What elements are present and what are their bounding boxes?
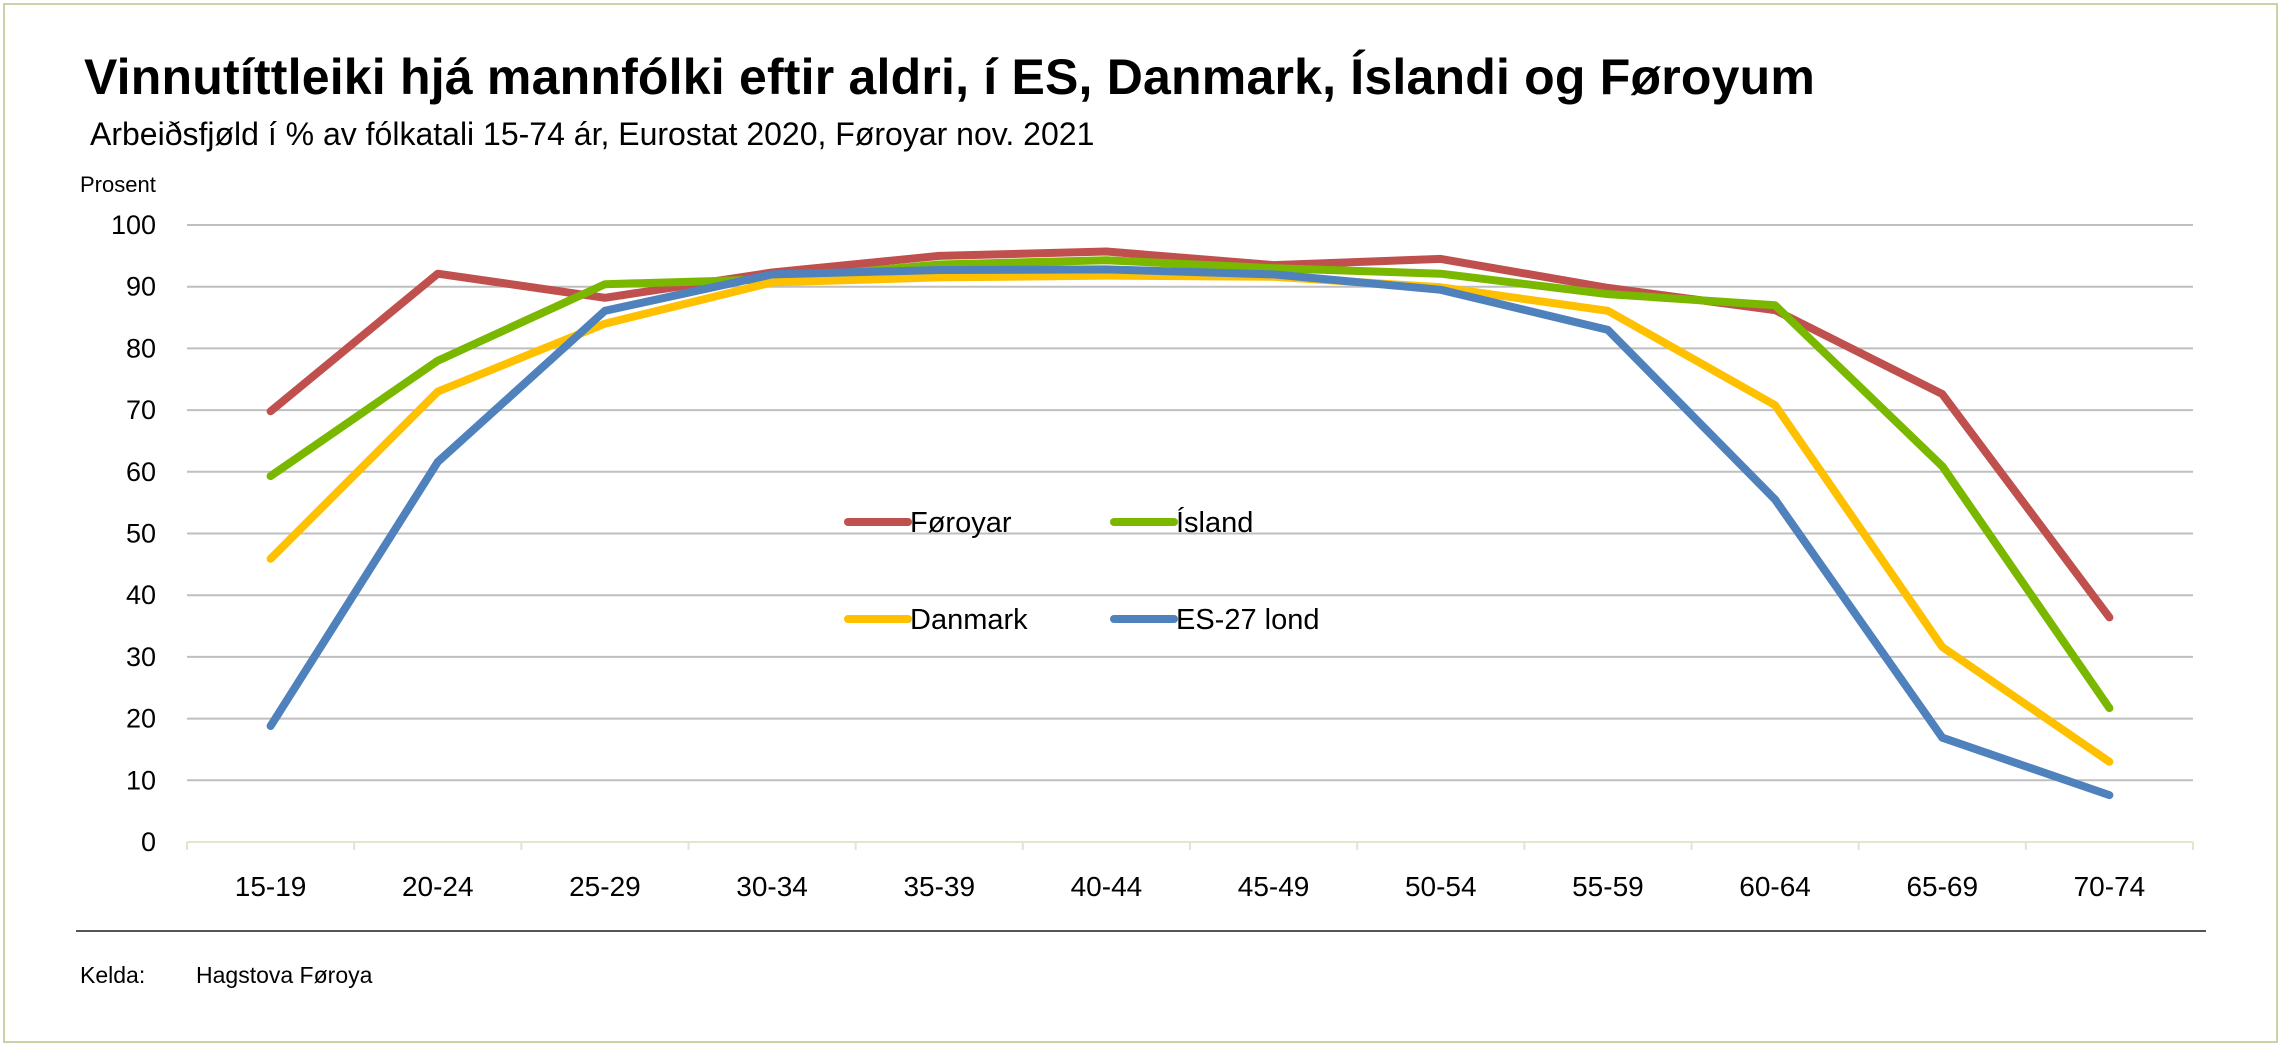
series-lines: [266, 247, 2114, 800]
axes: 0 10 20 30 40 50 60 70 80 90 100 15-19 20-24 25-29 30-…: [111, 210, 2194, 902]
legend-label: ES-27 lond: [1176, 604, 1320, 636]
source-label: Kelda:: [80, 962, 146, 988]
x-tick-label: 65-69: [1906, 871, 1978, 902]
chart-frame: [3, 3, 2278, 1043]
y-tick-label: 10: [126, 765, 156, 795]
legend-item: Ísland: [1110, 506, 1253, 539]
source-value: Hagstova Føroya: [196, 962, 373, 988]
y-axis-unit-label: Prosent: [80, 172, 156, 197]
x-tick-label: 45-49: [1238, 871, 1310, 902]
x-tick-label: 60-64: [1739, 871, 1811, 902]
footer-divider: [76, 930, 2206, 932]
x-tick-label: 35-39: [903, 871, 975, 902]
y-tick-label: 0: [141, 827, 156, 857]
y-tick-label: 40: [126, 580, 156, 610]
y-tick-label: 70: [126, 395, 156, 425]
legend-label: Danmark: [910, 604, 1028, 636]
gridlines: [187, 224, 2193, 782]
series-line-Ísland: [266, 256, 2114, 713]
y-tick-label: 50: [126, 519, 156, 549]
series-line-Føroyar: [266, 247, 2114, 622]
y-tick-label: 60: [126, 457, 156, 487]
x-tick-label: 20-24: [402, 871, 474, 902]
y-tick-label: 90: [126, 272, 156, 302]
x-tick-label: 55-59: [1572, 871, 1644, 902]
x-tick-label: 70-74: [2074, 871, 2146, 902]
y-tick-label: 30: [126, 642, 156, 672]
y-tick-label: 100: [111, 210, 156, 240]
x-tick-label: 30-34: [736, 871, 808, 902]
legend-item: ES-27 lond: [1110, 604, 1320, 636]
x-tick-label: 25-29: [569, 871, 641, 902]
x-tick-label: 40-44: [1071, 871, 1143, 902]
y-tick-label: 20: [126, 704, 156, 734]
legend: Føroyar Ísland Danmark ES-27 lond: [844, 506, 1320, 636]
y-tick-label: 80: [126, 333, 156, 363]
series-line-ES-27 lond: [266, 265, 2114, 800]
x-tick-label: 50-54: [1405, 871, 1477, 902]
x-tick-label: 15-19: [235, 871, 307, 902]
legend-label: Føroyar: [910, 507, 1012, 539]
legend-item: Føroyar: [844, 507, 1012, 539]
legend-item: Danmark: [844, 604, 1028, 636]
legend-label: Ísland: [1176, 506, 1253, 539]
chart-title: Vinnutíttleiki hjá mannfólki eftir aldri…: [84, 49, 1816, 105]
chart-subtitle: Arbeiðsfjøld í % av fólkatali 15-74 ár, …: [90, 116, 1095, 152]
